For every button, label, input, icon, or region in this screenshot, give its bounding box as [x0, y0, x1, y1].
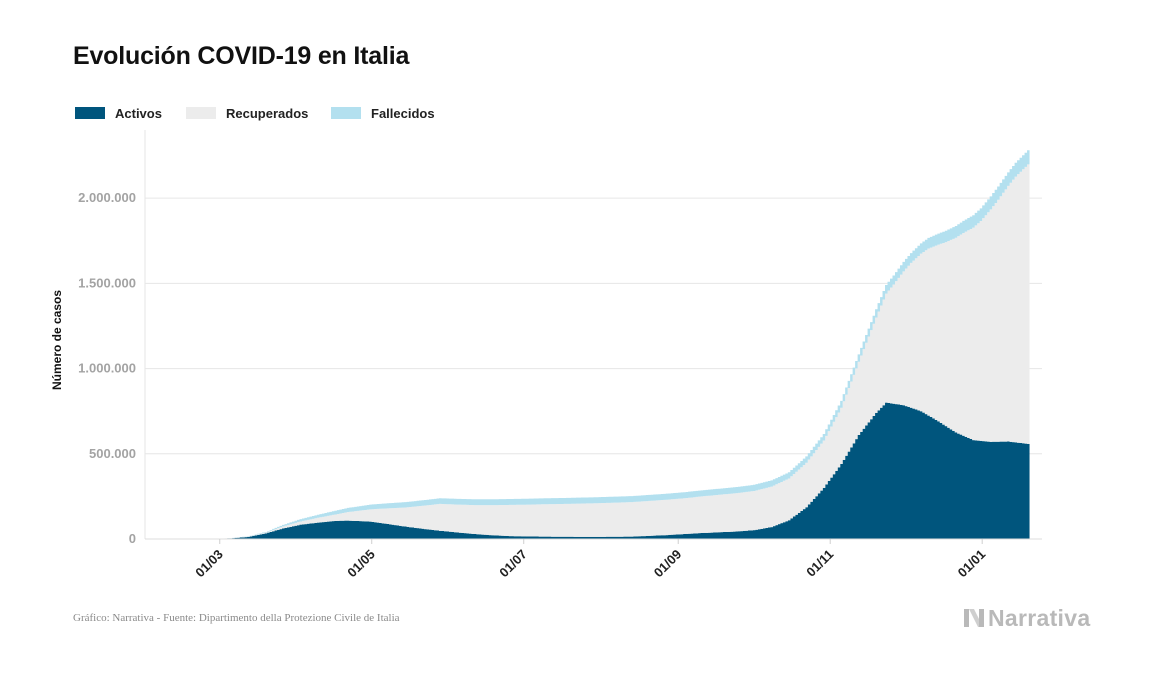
- area-series-fallecidos: [194, 150, 1030, 539]
- legend-item-activos: Activos: [75, 104, 162, 122]
- legend-label-fallecidos: Fallecidos: [371, 105, 435, 121]
- area-series-activos: [194, 402, 1030, 539]
- legend-swatch-activos: [75, 107, 105, 119]
- y-tick-label: 1.500.000: [78, 275, 136, 290]
- x-tick-label: 01/09: [651, 547, 685, 581]
- x-tick-label: 01/05: [344, 547, 378, 581]
- narrativa-logo: Narrativa: [963, 604, 1090, 632]
- legend-swatch-recuperados: [186, 107, 216, 119]
- area-series-recuperados: [194, 164, 1030, 540]
- y-tick-label: 0: [129, 531, 136, 546]
- y-axis-label: Número de casos: [50, 290, 64, 390]
- y-tick-label: 500.000: [89, 446, 136, 461]
- y-tick-label: 1.000.000: [78, 361, 136, 376]
- x-tick-label: 01/07: [496, 547, 530, 581]
- source-footer: Gráfico: Narrativa - Fuente: Dipartiment…: [73, 612, 400, 624]
- legend-label-activos: Activos: [115, 105, 162, 121]
- chart-title: Evolución COVID-19 en Italia: [73, 42, 410, 70]
- legend-item-fallecidos: Fallecidos: [331, 104, 435, 122]
- legend-label-recuperados: Recuperados: [226, 105, 309, 121]
- y-tick-label: 2.000.000: [78, 190, 136, 205]
- logo-text: Narrativa: [988, 604, 1091, 631]
- x-tick-label: 01/11: [803, 547, 836, 580]
- x-tick-label: 01/01: [955, 547, 989, 581]
- legend-item-recuperados: Recuperados: [186, 104, 308, 122]
- legend-swatch-fallecidos: [331, 107, 361, 119]
- narrativa-n-icon: [964, 609, 984, 627]
- x-tick-label: 01/03: [192, 547, 226, 581]
